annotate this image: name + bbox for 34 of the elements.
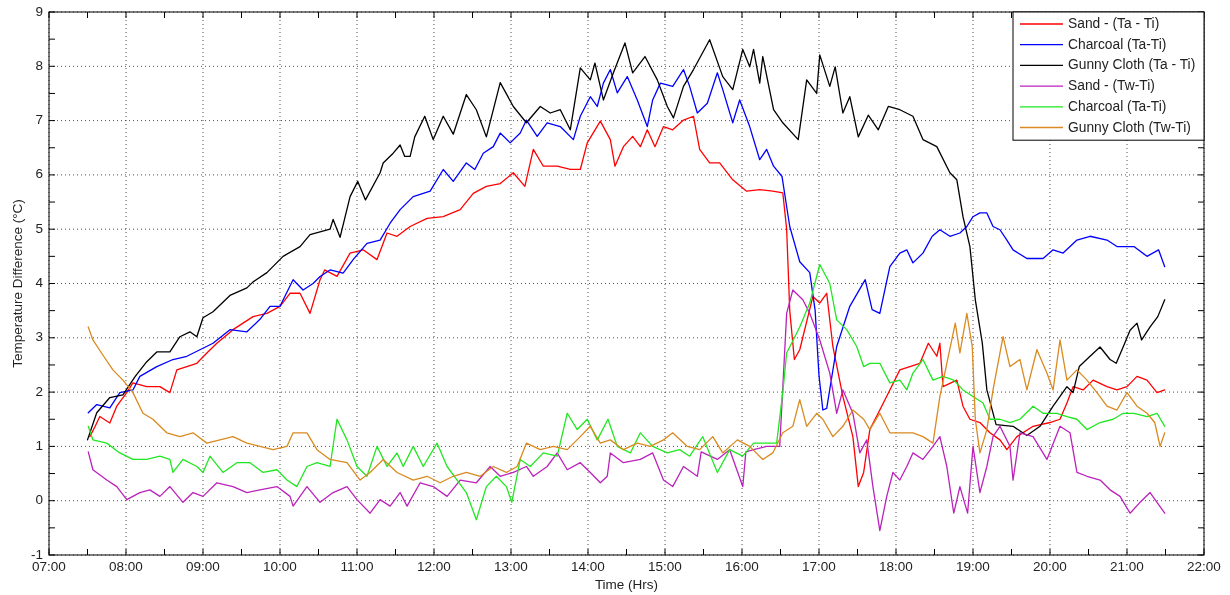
x-tick-label: 14:00 xyxy=(571,558,605,574)
legend-label: Sand - (Tw-Ti) xyxy=(1068,77,1155,93)
y-tick-label: 0 xyxy=(35,492,43,508)
y-tick-label: 4 xyxy=(35,275,44,291)
legend-label: Gunny Cloth (Ta - Ti) xyxy=(1068,57,1196,73)
legend-label: Sand - (Ta - Ti) xyxy=(1068,15,1160,31)
x-tick-label: 13:00 xyxy=(494,558,528,574)
y-tick-label: 3 xyxy=(35,329,43,345)
legend-label: Charcoal (Ta-Ti) xyxy=(1068,36,1167,52)
x-tick-label: 19:00 xyxy=(956,558,990,574)
y-tick-label: 9 xyxy=(35,3,43,19)
x-tick-label: 08:00 xyxy=(109,558,143,574)
x-tick-label: 09:00 xyxy=(186,558,220,574)
legend-label: Gunny Cloth (Tw-Ti) xyxy=(1068,119,1191,135)
x-tick-label: 21:00 xyxy=(1110,558,1144,574)
y-tick-label: 6 xyxy=(35,166,43,182)
line-series xyxy=(87,312,1166,484)
x-axis-title: Time (Hrs) xyxy=(594,576,659,592)
x-tick-label: 20:00 xyxy=(1033,558,1067,574)
x-tick-label: 17:00 xyxy=(802,558,836,574)
x-tick-label: 22:00 xyxy=(1187,558,1221,574)
legend-label: Charcoal (Ta-Ti) xyxy=(1068,98,1167,114)
x-tick-label: 16:00 xyxy=(725,558,759,574)
x-tick-label: 18:00 xyxy=(879,558,913,574)
x-tick-label: 12:00 xyxy=(417,558,451,574)
y-axis-title: Temperature Difference (°C) xyxy=(9,199,25,368)
x-tick-label: 15:00 xyxy=(648,558,682,574)
y-tick-label: 2 xyxy=(35,383,43,399)
y-tick-label: 5 xyxy=(35,220,43,236)
y-tick-label: 7 xyxy=(35,112,43,128)
x-tick-label: 11:00 xyxy=(340,558,374,574)
y-tick-label: 1 xyxy=(35,437,43,453)
y-tick-label: 8 xyxy=(35,57,43,73)
x-tick-label: 10:00 xyxy=(263,558,297,574)
